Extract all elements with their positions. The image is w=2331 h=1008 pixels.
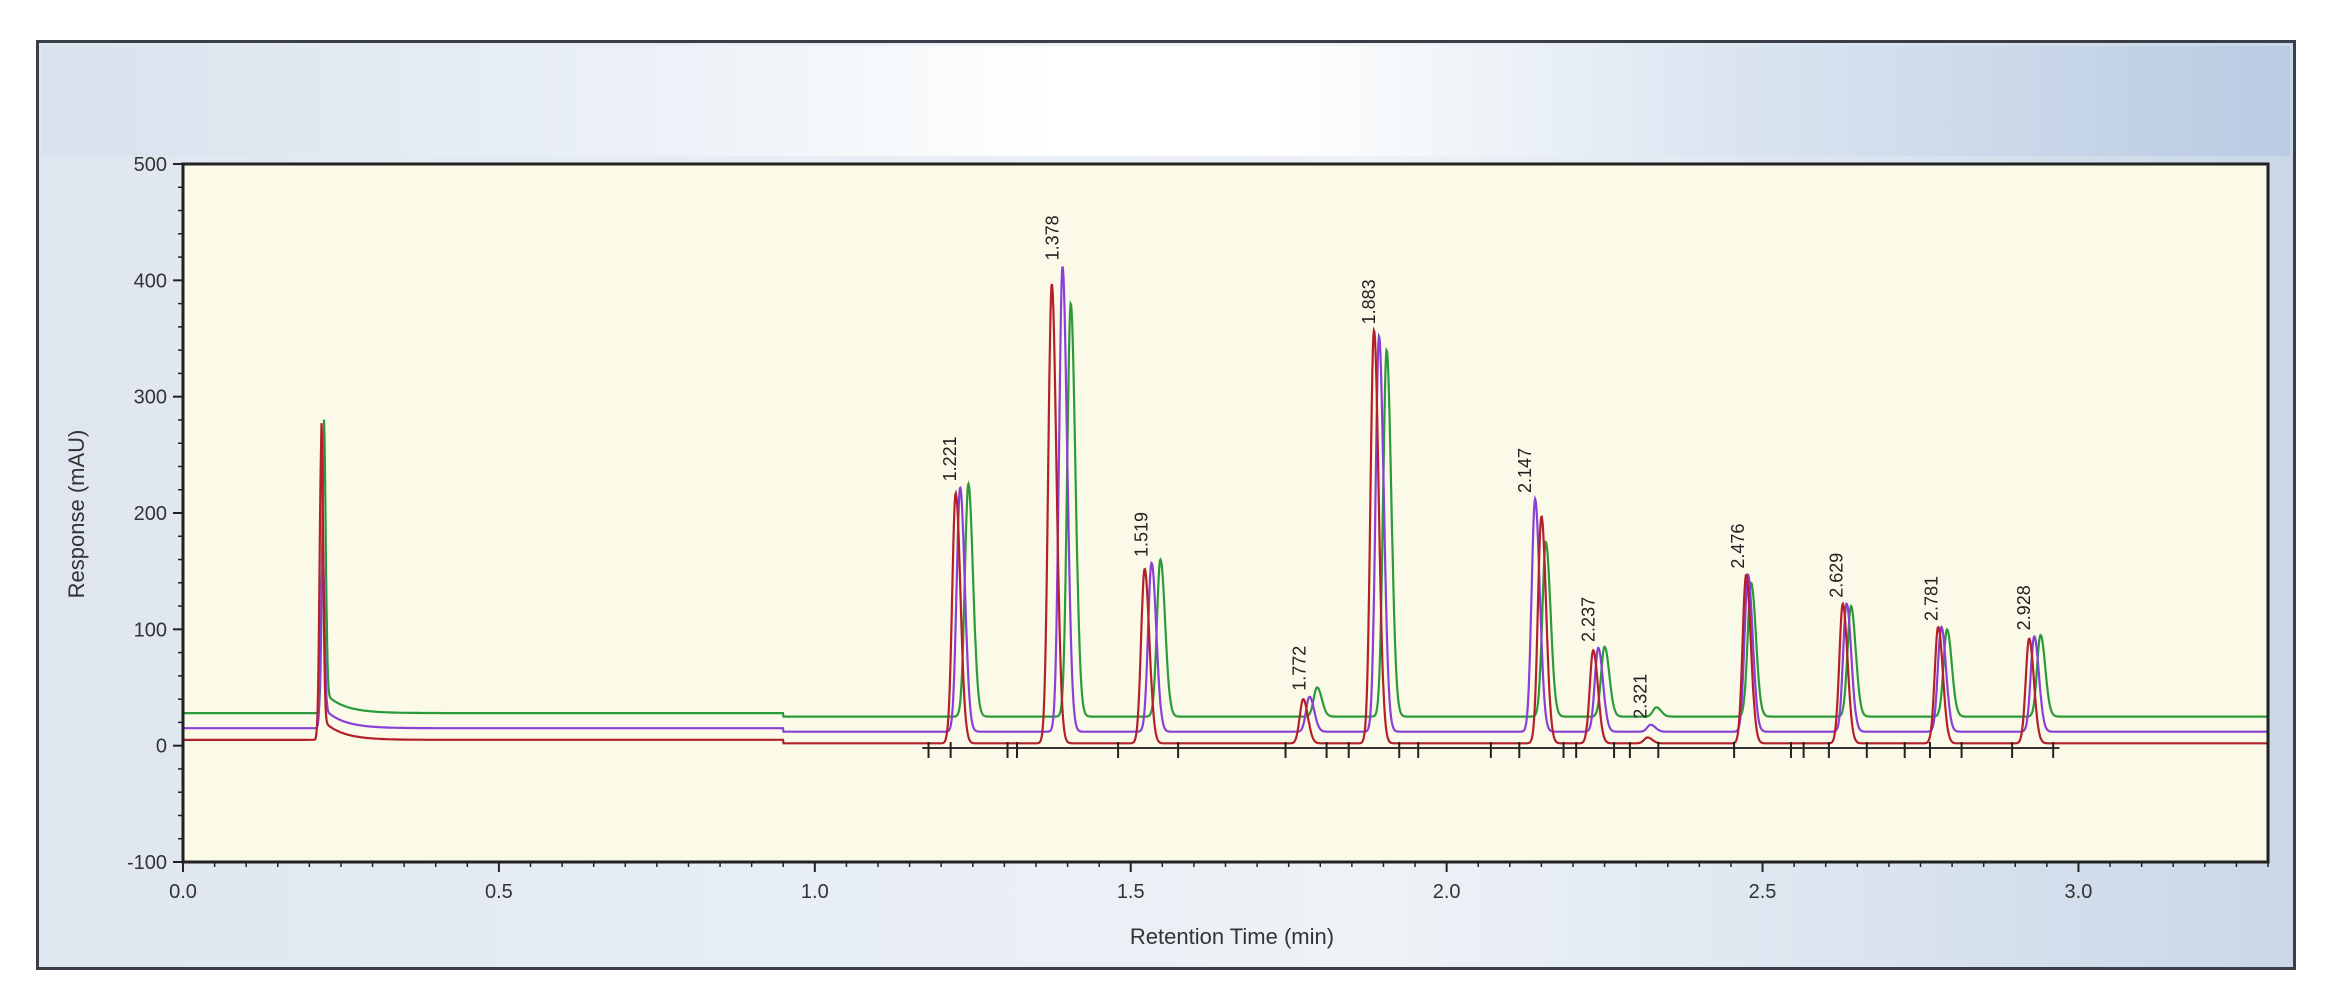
x-tick-label: 2.0 (1433, 881, 1461, 903)
header-band (42, 46, 2290, 156)
peak-label: 1.519 (1132, 512, 1152, 557)
peak-label: 2.147 (1515, 448, 1535, 493)
peak-label: 2.476 (1728, 524, 1748, 569)
trace-series-2 (183, 266, 2268, 733)
series-traces (183, 266, 2268, 745)
peak-label: 1.772 (1290, 646, 1310, 691)
peak-label: 1.883 (1359, 279, 1379, 324)
peak-label: 2.629 (1827, 553, 1847, 598)
integration-marks (922, 741, 2060, 758)
y-axis-ticks: -100 0 100 200 300 400 500 (127, 154, 183, 874)
y-tick-label: -100 (127, 852, 167, 874)
x-tick-label: 1.0 (801, 881, 829, 903)
x-tick-label: 0.0 (169, 881, 197, 903)
peak-labels: 1.221 1.378 1.519 1.772 1.883 2.147 2.237 2.321… (940, 215, 2034, 718)
x-axis-ticks: 0.0 0.5 1.0 1.5 2.0 2.5 3.0 (169, 862, 2269, 903)
peak-label: 2.321 (1631, 674, 1651, 719)
trace-series-1 (183, 299, 2268, 718)
peak-label: 1.378 (1042, 215, 1062, 260)
y-tick-label: 500 (134, 154, 167, 176)
x-tick-label: 0.5 (485, 881, 513, 903)
y-tick-label: 200 (134, 503, 167, 525)
plot-area (183, 164, 2268, 862)
x-tick-label: 3.0 (2065, 881, 2093, 903)
y-tick-label: 0 (156, 736, 167, 758)
y-tick-label: 300 (134, 387, 167, 409)
y-tick-label: 100 (134, 619, 167, 641)
x-axis-label: Retention Time (min) (1130, 924, 1334, 949)
x-tick-label: 1.5 (1117, 881, 1145, 903)
peak-label: 2.928 (2014, 585, 2034, 630)
peak-label: 1.221 (940, 436, 960, 481)
peak-label: 2.781 (1921, 576, 1941, 621)
y-tick-label: 400 (134, 270, 167, 292)
x-tick-label: 2.5 (1749, 881, 1777, 903)
trace-series-3 (183, 283, 2268, 745)
y-axis-label: Response (mAU) (64, 430, 89, 599)
peak-label: 2.237 (1578, 597, 1598, 642)
